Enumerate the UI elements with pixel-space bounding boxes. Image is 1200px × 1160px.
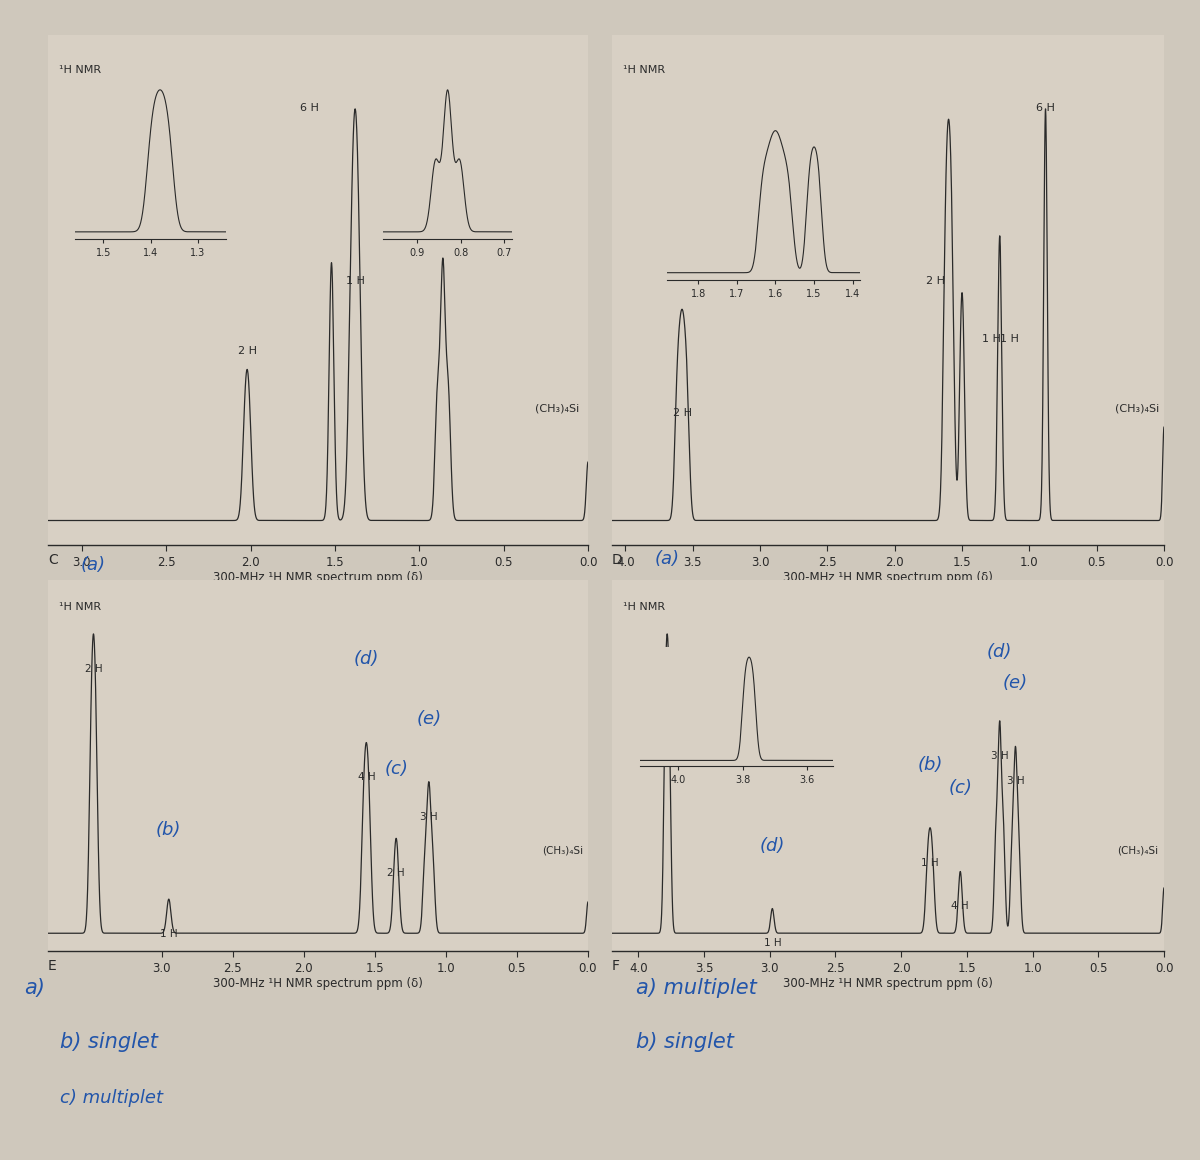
Text: E: E bbox=[48, 959, 56, 973]
Text: (d): (d) bbox=[760, 836, 785, 855]
Text: 1 H: 1 H bbox=[983, 334, 1001, 343]
Text: (e): (e) bbox=[416, 710, 442, 727]
Text: b) singlet: b) singlet bbox=[636, 1032, 734, 1052]
Text: 3 H: 3 H bbox=[420, 812, 438, 821]
Text: ¹H NMR: ¹H NMR bbox=[623, 602, 665, 612]
Text: 2 H: 2 H bbox=[925, 276, 944, 285]
Text: 1 H: 1 H bbox=[1000, 334, 1019, 343]
Text: (d): (d) bbox=[988, 643, 1013, 661]
Text: (a): (a) bbox=[655, 550, 679, 568]
Text: (e): (e) bbox=[1003, 674, 1028, 693]
Text: (c): (c) bbox=[384, 761, 408, 778]
Text: 1 H: 1 H bbox=[160, 929, 178, 940]
X-axis label: 300-MHz ¹H NMR spectrum ppm (δ): 300-MHz ¹H NMR spectrum ppm (δ) bbox=[784, 978, 992, 991]
Text: 4 H: 4 H bbox=[952, 901, 970, 912]
Text: ¹H NMR: ¹H NMR bbox=[623, 65, 665, 75]
Text: b) singlet: b) singlet bbox=[60, 1032, 158, 1052]
Text: ¹H NMR: ¹H NMR bbox=[59, 65, 101, 75]
Text: (CH₃)₄Si: (CH₃)₄Si bbox=[542, 846, 583, 855]
Text: (CH₃)₄Si: (CH₃)₄Si bbox=[1115, 404, 1159, 413]
Text: 4 H: 4 H bbox=[358, 773, 376, 783]
X-axis label: 300-MHz ¹H NMR spectrum ppm (δ): 300-MHz ¹H NMR spectrum ppm (δ) bbox=[214, 978, 422, 991]
Text: 3 H: 3 H bbox=[991, 751, 1008, 761]
Text: C: C bbox=[48, 553, 58, 567]
Text: D: D bbox=[612, 553, 623, 567]
Text: (c): (c) bbox=[948, 778, 972, 797]
Text: 3 H: 3 H bbox=[433, 119, 452, 130]
Text: (CH₃)₄Si: (CH₃)₄Si bbox=[535, 404, 580, 413]
X-axis label: 300-MHz ¹H NMR spectrum ppm (δ): 300-MHz ¹H NMR spectrum ppm (δ) bbox=[214, 572, 422, 585]
Text: ¹H NMR: ¹H NMR bbox=[59, 602, 101, 612]
Text: (b): (b) bbox=[917, 756, 943, 774]
Text: (CH₃)₄Si: (CH₃)₄Si bbox=[1117, 846, 1158, 855]
Text: 6 H: 6 H bbox=[300, 103, 319, 113]
Text: a): a) bbox=[24, 978, 44, 998]
Text: (d): (d) bbox=[354, 650, 379, 668]
Text: 2 H: 2 H bbox=[85, 664, 102, 674]
Text: 1 H: 1 H bbox=[659, 664, 676, 674]
Text: (b): (b) bbox=[156, 821, 181, 840]
Text: 3 H: 3 H bbox=[1007, 776, 1025, 786]
Text: 2 H: 2 H bbox=[388, 868, 404, 878]
Text: 1 H: 1 H bbox=[763, 938, 781, 949]
Text: 1 H: 1 H bbox=[922, 857, 938, 868]
Text: 2 H: 2 H bbox=[672, 407, 691, 418]
X-axis label: 300-MHz ¹H NMR spectrum ppm (δ): 300-MHz ¹H NMR spectrum ppm (δ) bbox=[784, 572, 992, 585]
Text: (a): (a) bbox=[80, 556, 106, 574]
Text: 2 H: 2 H bbox=[238, 346, 257, 356]
Text: 1 H: 1 H bbox=[346, 276, 365, 285]
Text: 6 H: 6 H bbox=[1036, 103, 1055, 113]
Text: c) multiplet: c) multiplet bbox=[60, 1089, 163, 1107]
Text: F: F bbox=[612, 959, 620, 973]
Text: a) multiplet: a) multiplet bbox=[636, 978, 757, 998]
